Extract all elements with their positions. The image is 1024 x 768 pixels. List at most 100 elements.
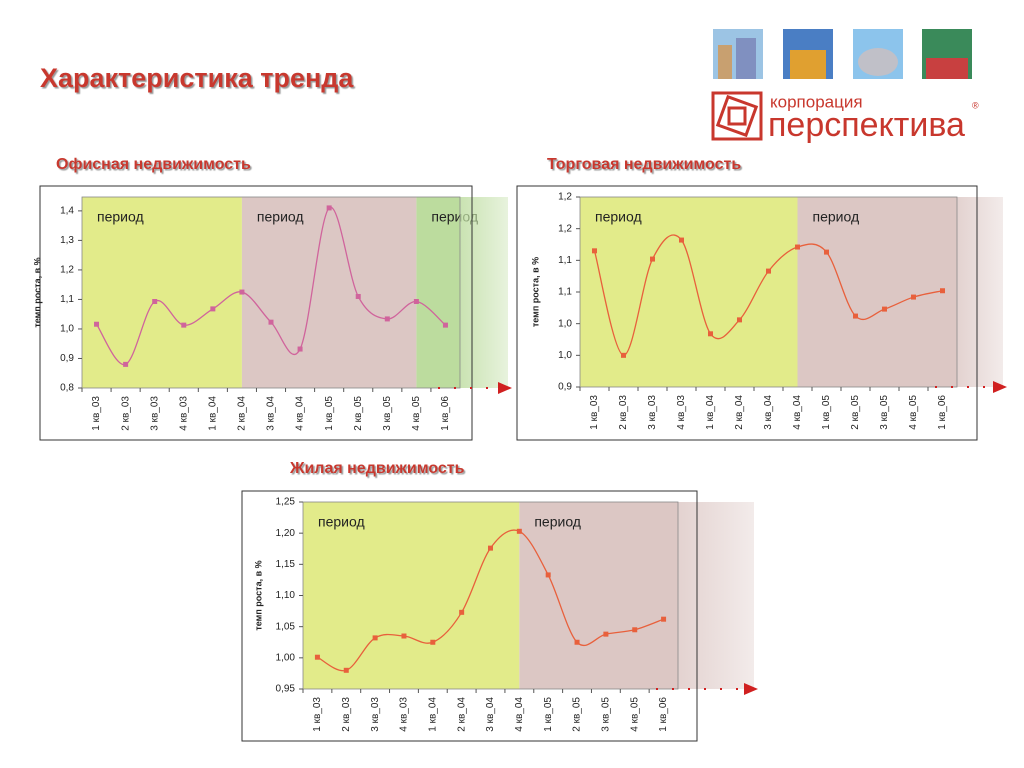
y-tick-label: 1,10 bbox=[276, 590, 296, 601]
chart-frame bbox=[241, 490, 698, 742]
period-band bbox=[580, 197, 798, 387]
data-point bbox=[384, 316, 390, 322]
y-tick-label: 1,0 bbox=[558, 350, 572, 361]
data-point bbox=[621, 352, 626, 358]
data-point bbox=[708, 331, 713, 337]
period-fade bbox=[460, 197, 508, 388]
period-band bbox=[241, 197, 417, 388]
y-tick-label: 1,0 bbox=[558, 318, 572, 329]
chart: Торговая недвижимость период период 0,9 1,0 1… bbox=[516, 156, 1007, 441]
x-tick-label: 1 кв_03 bbox=[312, 697, 323, 732]
x-tick-label: 3 кв_04 bbox=[485, 697, 496, 732]
y-tick-label: 1,25 bbox=[276, 497, 296, 508]
data-point bbox=[574, 639, 580, 645]
plot-frame bbox=[81, 196, 461, 389]
data-point bbox=[661, 616, 667, 622]
data-point bbox=[603, 631, 609, 637]
x-tick-label: 1 кв_03 bbox=[91, 396, 102, 431]
y-axis-label: темп роста, в % bbox=[253, 560, 263, 630]
chart-title: Жилая недвижимость bbox=[289, 460, 465, 477]
period-label: период bbox=[257, 209, 304, 225]
y-tick-label: 1,2 bbox=[558, 192, 572, 203]
data-point bbox=[442, 322, 448, 328]
x-tick-label: 4 кв_03 bbox=[399, 697, 410, 732]
y-tick-label: 1,2 bbox=[60, 265, 74, 276]
slide-title: Характеристика тренда bbox=[40, 63, 354, 93]
x-tick-label: 3 кв_05 bbox=[601, 697, 612, 732]
data-point bbox=[343, 667, 349, 673]
period-label: период bbox=[813, 209, 860, 225]
x-tick-label: 1 кв_06 bbox=[937, 395, 948, 430]
data-point bbox=[824, 249, 829, 255]
x-tick-label: 1 кв_04 bbox=[705, 395, 716, 430]
y-axis-label: темп роста, в % bbox=[530, 257, 540, 327]
period-fade bbox=[678, 502, 754, 689]
data-point bbox=[488, 545, 493, 551]
data-point bbox=[297, 346, 303, 352]
x-tick-label: 4 кв_05 bbox=[908, 395, 919, 430]
x-tick-label: 1 кв_03 bbox=[589, 395, 600, 430]
x-tick-label: 3 кв_04 bbox=[266, 396, 277, 431]
x-tick-label: 2 кв_04 bbox=[734, 395, 745, 430]
data-point bbox=[766, 268, 771, 274]
x-tick-label: 3 кв_04 bbox=[763, 395, 774, 430]
x-tick-label: 1 кв_05 bbox=[324, 396, 335, 431]
y-tick-label: 0,9 bbox=[60, 353, 74, 364]
y-tick-label: 0,9 bbox=[558, 382, 572, 393]
data-point bbox=[152, 299, 158, 305]
data-point bbox=[326, 205, 332, 211]
data-point bbox=[210, 306, 216, 312]
y-tick-label: 1,1 bbox=[60, 294, 74, 305]
data-point bbox=[430, 639, 436, 645]
x-tick-label: 1 кв_05 bbox=[821, 395, 832, 430]
y-tick-label: 1,2 bbox=[558, 223, 572, 234]
period-label: период bbox=[534, 514, 581, 530]
x-tick-label: 2 кв_04 bbox=[237, 396, 248, 431]
data-point bbox=[355, 293, 361, 299]
chart-frame bbox=[516, 185, 978, 441]
arrow-head bbox=[744, 683, 758, 695]
data-point bbox=[372, 635, 378, 641]
data-point bbox=[401, 633, 407, 639]
data-point bbox=[123, 361, 129, 367]
x-tick-label: 1 кв_04 bbox=[427, 697, 438, 732]
data-point bbox=[650, 256, 655, 262]
logo-line2: перспектива bbox=[768, 106, 965, 144]
data-point bbox=[795, 244, 800, 250]
period-band bbox=[519, 502, 678, 689]
data-point bbox=[413, 299, 419, 305]
y-tick-label: 1,05 bbox=[276, 621, 296, 632]
x-tick-label: 1 кв_06 bbox=[440, 396, 451, 431]
y-tick-label: 0,95 bbox=[276, 684, 296, 695]
x-tick-label: 4 кв_05 bbox=[629, 697, 640, 732]
x-tick-label: 2 кв_05 bbox=[572, 697, 583, 732]
x-tick-label: 2 кв_03 bbox=[120, 396, 131, 431]
y-tick-label: 1,3 bbox=[60, 235, 74, 246]
y-tick-label: 0,8 bbox=[60, 383, 74, 394]
data-point bbox=[679, 237, 684, 243]
x-tick-label: 4 кв_03 bbox=[676, 395, 687, 430]
data-point bbox=[632, 627, 638, 633]
data-point bbox=[239, 289, 245, 295]
data-point bbox=[853, 313, 858, 319]
period-band bbox=[82, 197, 242, 388]
y-tick-label: 1,20 bbox=[276, 528, 296, 539]
logo-icons bbox=[713, 29, 972, 79]
y-tick-label: 1,00 bbox=[276, 652, 296, 663]
x-tick-label: 3 кв_05 bbox=[879, 395, 890, 430]
data-point bbox=[545, 572, 551, 578]
x-tick-label: 2 кв_03 bbox=[618, 395, 629, 430]
chart-title: Офисная недвижимость bbox=[56, 156, 251, 173]
logo-emblem bbox=[711, 91, 763, 141]
period-label: период bbox=[318, 514, 365, 530]
y-tick-label: 1,1 bbox=[558, 255, 572, 266]
x-tick-label: 2 кв_03 bbox=[341, 697, 352, 732]
period-band bbox=[303, 502, 520, 689]
y-axis-label: темп роста, в % bbox=[32, 257, 42, 327]
x-tick-label: 1 кв_04 bbox=[207, 396, 218, 431]
x-tick-label: 3 кв_03 bbox=[370, 697, 381, 732]
data-point bbox=[882, 306, 887, 312]
logo-mark: ® bbox=[972, 100, 979, 110]
period-band bbox=[416, 197, 460, 388]
x-tick-label: 3 кв_03 bbox=[149, 396, 160, 431]
